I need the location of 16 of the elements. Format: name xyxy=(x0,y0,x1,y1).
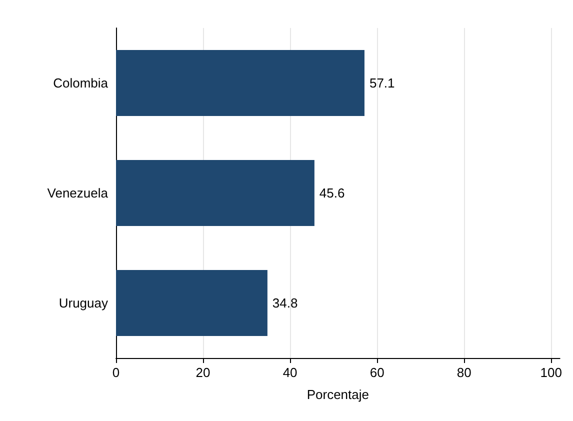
bar xyxy=(116,160,314,226)
x-tick-label: 20 xyxy=(196,365,210,380)
bar xyxy=(116,270,268,336)
data-label: 34.8 xyxy=(272,296,298,310)
x-tick-label: 80 xyxy=(456,365,472,380)
x-tick-label: 0 xyxy=(112,365,120,380)
x-tick-label: 40 xyxy=(282,365,298,380)
data-label: 45.6 xyxy=(319,186,345,200)
data-label: 57.1 xyxy=(369,76,395,90)
bar xyxy=(116,50,364,116)
x-tick-label: 60 xyxy=(370,365,384,380)
x-tick-label: 100 xyxy=(540,365,562,380)
y-tick-label: Colombia xyxy=(53,76,109,90)
y-tick-label: Venezuela xyxy=(47,186,109,200)
x-axis-title: Porcentaje xyxy=(306,387,370,402)
y-tick-label: Uruguay xyxy=(58,296,108,310)
